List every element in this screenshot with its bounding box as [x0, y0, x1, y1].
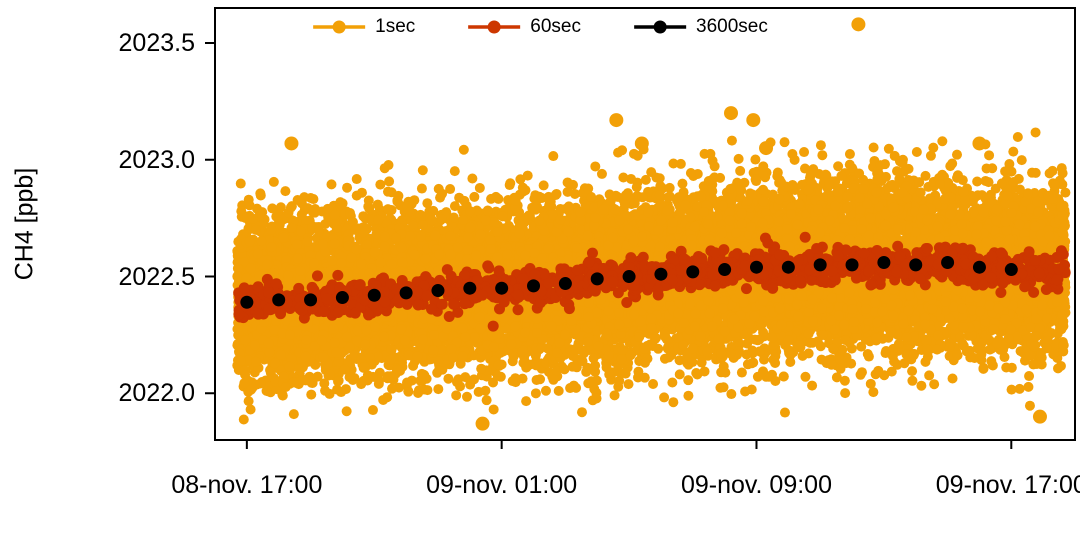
- x-tick-label: 09-nov. 01:00: [426, 471, 578, 499]
- y-tick-label: 2022.5: [118, 262, 195, 291]
- y-tick-label: 2023.5: [118, 29, 195, 58]
- y-axis-label: CH4 [ppb]: [10, 167, 39, 281]
- legend-line-dot-icon: [468, 20, 521, 34]
- y-tick-label: 2023.0: [118, 145, 195, 174]
- legend-line-dot-icon: [634, 20, 686, 34]
- legend-line-dot-icon: [313, 20, 366, 34]
- x-tick-label: 08-nov. 17:00: [171, 471, 323, 499]
- x-tick-label: 09-nov. 17:00: [935, 471, 1080, 499]
- legend-label: 1sec: [375, 16, 416, 37]
- x-tick-label: 09-nov. 09:00: [680, 471, 832, 499]
- legend-item: 1sec: [312, 16, 415, 38]
- legend-label: 3600sec: [696, 16, 768, 37]
- legend-label: 60sec: [530, 16, 581, 37]
- legend-item: 3600sec: [633, 16, 768, 38]
- legend: 1sec 60sec 3600sec: [312, 16, 768, 38]
- y-tick-label: 2022.0: [118, 379, 195, 408]
- legend-item: 60sec: [467, 16, 581, 38]
